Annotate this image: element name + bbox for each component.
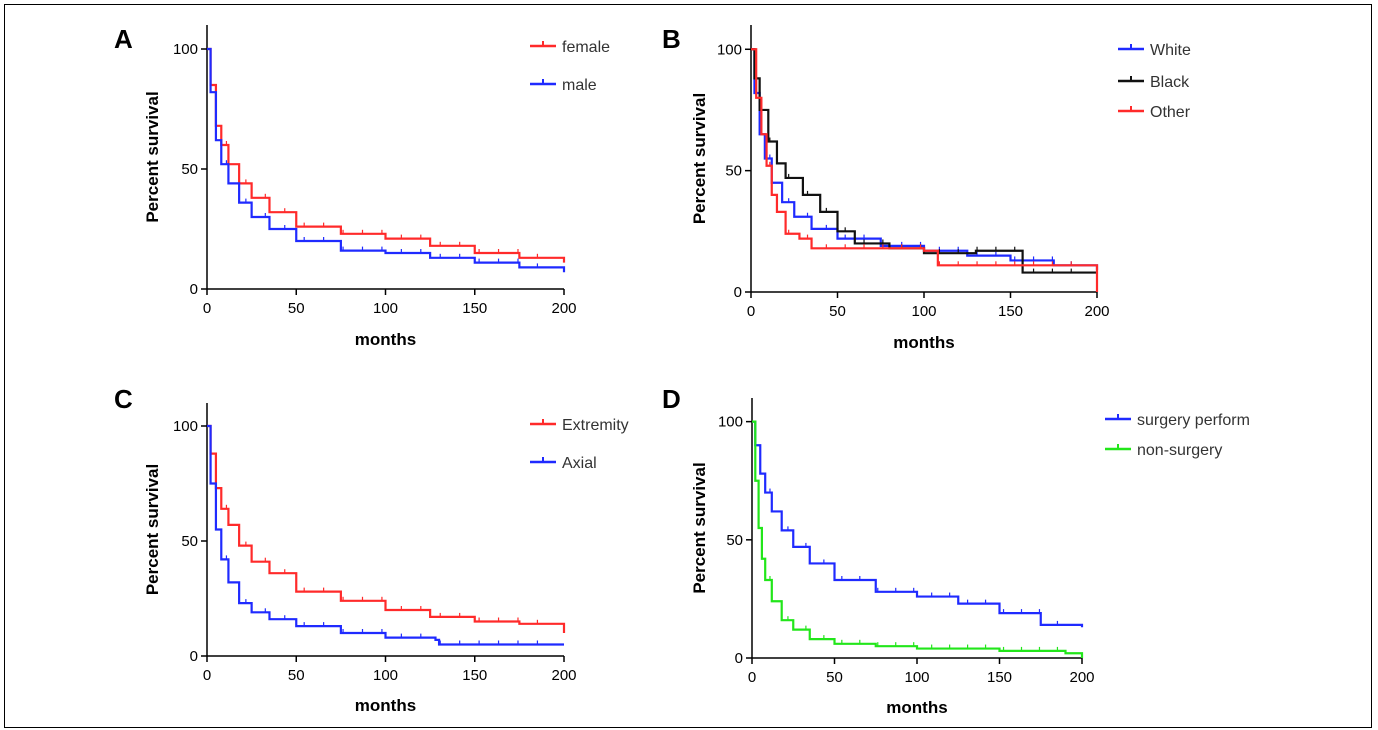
- y-tick-label: 0: [190, 281, 198, 298]
- x-tick-label: 50: [288, 300, 305, 317]
- x-tick-label: 50: [829, 303, 846, 320]
- y-tick-label: 50: [725, 163, 742, 180]
- legend-label: Black: [1150, 74, 1190, 91]
- x-axis-title: months: [355, 330, 416, 349]
- y-axis-title: Percent survival: [143, 91, 162, 222]
- figure-frame: [4, 4, 1372, 728]
- x-axis-title: months: [355, 696, 416, 715]
- y-tick-label: 50: [726, 532, 743, 549]
- series-line-extremity: [207, 424, 566, 633]
- legend-label: Other: [1150, 104, 1191, 121]
- y-tick-label: 0: [735, 650, 743, 667]
- panel-b: B 0 50 100 0 50 100 150 200 Percent survival month…: [662, 24, 1191, 352]
- y-tick-label: 100: [173, 418, 198, 435]
- y-axis-title: Percent survival: [690, 462, 709, 593]
- legend-label: Axial: [562, 455, 597, 472]
- x-tick-label: 150: [462, 667, 487, 684]
- series-line-male: [207, 47, 566, 273]
- x-axis-title: months: [893, 333, 954, 352]
- series-line-black: [751, 48, 1097, 274]
- series-line-other: [751, 48, 1099, 292]
- y-tick-label: 100: [718, 414, 743, 431]
- x-tick-label: 0: [748, 669, 756, 686]
- x-tick-label: 50: [288, 667, 305, 684]
- x-axis-title: months: [886, 698, 947, 717]
- x-tick-label: 0: [203, 300, 211, 317]
- legend-label: female: [562, 39, 610, 56]
- y-tick-label: 100: [717, 41, 742, 58]
- x-tick-label: 100: [373, 300, 398, 317]
- y-tick-label: 50: [181, 161, 198, 178]
- x-tick-label: 0: [747, 303, 755, 320]
- series-line-white: [751, 48, 1099, 271]
- panel-a: A 0 50 100 0 50 100 150 200 Percent survival month…: [114, 24, 610, 349]
- x-tick-label: 100: [904, 669, 929, 686]
- y-axis-title: Percent survival: [143, 464, 162, 595]
- y-tick-label: 100: [173, 41, 198, 58]
- legend-label: Extremity: [562, 417, 629, 434]
- series-line-female: [207, 47, 566, 263]
- panel-c: C 0 50 100 0 50 100 150 200 Percent survival month…: [114, 384, 629, 715]
- panel-d: D 0 50 100 0 50 100 150 200 Percent survival month…: [662, 384, 1250, 717]
- series-line-surgery-perform: [752, 420, 1084, 628]
- panel-letter: A: [114, 24, 133, 54]
- panel-letter: D: [662, 384, 681, 414]
- x-tick-label: 200: [551, 667, 576, 684]
- panel-letter: C: [114, 384, 133, 414]
- series-line-axial: [207, 424, 564, 646]
- panel-letter: B: [662, 24, 681, 54]
- y-axis-title: Percent survival: [690, 93, 709, 224]
- x-tick-label: 150: [462, 300, 487, 317]
- x-tick-label: 150: [987, 669, 1012, 686]
- x-tick-label: 50: [826, 669, 843, 686]
- legend-label: non-surgery: [1137, 442, 1222, 459]
- legend-label: male: [562, 77, 597, 94]
- x-tick-label: 200: [1084, 303, 1109, 320]
- x-tick-label: 150: [998, 303, 1023, 320]
- y-tick-label: 50: [181, 533, 198, 550]
- legend-label: surgery perform: [1137, 412, 1250, 429]
- y-tick-label: 0: [190, 648, 198, 665]
- x-tick-label: 200: [551, 300, 576, 317]
- y-tick-label: 0: [734, 284, 742, 301]
- x-tick-label: 100: [373, 667, 398, 684]
- x-tick-label: 100: [911, 303, 936, 320]
- x-tick-label: 0: [203, 667, 211, 684]
- x-tick-label: 200: [1069, 669, 1094, 686]
- series-line-non-surgery: [752, 420, 1084, 658]
- legend-label: White: [1150, 42, 1191, 59]
